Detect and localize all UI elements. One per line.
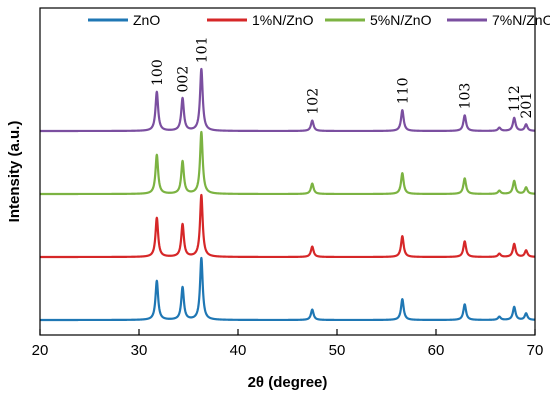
x-axis-title: 2θ (degree) xyxy=(248,374,328,391)
x-tick-label: 40 xyxy=(230,342,247,359)
legend-label: 5%N/ZnO xyxy=(370,12,432,28)
x-tick-label: 30 xyxy=(131,342,148,359)
legend-label: 7%N/ZnO xyxy=(492,12,550,28)
x-tick-label: 20 xyxy=(32,342,49,359)
peak-label: 100 xyxy=(150,59,166,86)
x-tick-label: 70 xyxy=(527,342,544,359)
legend-label: 1%N/ZnO xyxy=(252,12,314,28)
legend: ZnO 1%N/ZnO 5%N/ZnO 7%N/ZnO xyxy=(88,12,550,28)
series-line-5-n-zno xyxy=(39,130,536,196)
x-tick-label: 60 xyxy=(428,342,445,359)
peak-label: 102 xyxy=(305,88,321,115)
series-line-zno xyxy=(39,256,536,322)
x-tick-label: 50 xyxy=(329,342,346,359)
series-line-7-n-zno xyxy=(39,67,536,133)
peak-label: 103 xyxy=(458,83,474,110)
peak-label: 112 xyxy=(507,85,523,112)
peak-label: 110 xyxy=(395,77,411,104)
series-line-1-n-zno xyxy=(39,193,536,259)
plot-frame xyxy=(39,7,536,336)
legend-label: ZnO xyxy=(133,12,160,28)
peak-label: 002 xyxy=(176,66,192,93)
y-axis-title: Intensity (a.u.) xyxy=(6,121,23,223)
peak-label: 101 xyxy=(194,37,210,64)
peak-label: 201 xyxy=(519,92,535,119)
x-axis: 20 30 40 50 60 70 xyxy=(32,329,544,359)
series-layer xyxy=(39,67,536,322)
